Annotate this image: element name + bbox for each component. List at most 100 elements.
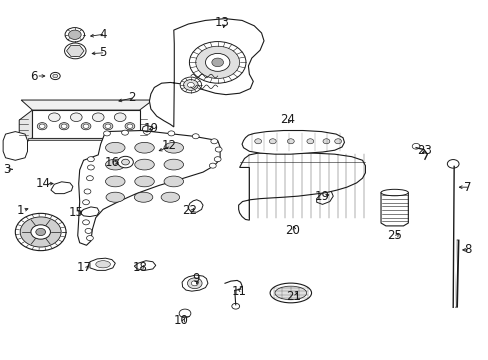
Text: 5: 5 (99, 46, 106, 59)
Polygon shape (90, 258, 115, 270)
Circle shape (85, 228, 92, 233)
Circle shape (105, 124, 111, 129)
Text: 18: 18 (132, 261, 147, 274)
Circle shape (86, 176, 93, 181)
Circle shape (70, 113, 82, 122)
Circle shape (83, 124, 89, 129)
Circle shape (68, 30, 81, 40)
Polygon shape (27, 138, 142, 140)
Circle shape (36, 228, 45, 235)
Circle shape (15, 213, 66, 251)
Text: 16: 16 (104, 156, 119, 169)
Text: 17: 17 (77, 261, 92, 274)
Circle shape (122, 130, 128, 135)
Circle shape (205, 53, 229, 71)
Ellipse shape (380, 189, 407, 196)
Circle shape (53, 74, 58, 78)
Circle shape (92, 113, 104, 122)
Text: 22: 22 (182, 204, 197, 217)
Ellipse shape (135, 142, 154, 153)
Circle shape (59, 123, 69, 130)
Ellipse shape (163, 176, 183, 187)
Ellipse shape (163, 159, 183, 170)
Text: 21: 21 (285, 290, 300, 303)
Ellipse shape (105, 176, 125, 187)
Polygon shape (380, 193, 407, 226)
Circle shape (103, 123, 113, 130)
Circle shape (191, 281, 198, 286)
Circle shape (187, 82, 194, 87)
Text: 25: 25 (386, 229, 401, 242)
Circle shape (37, 123, 47, 130)
Polygon shape (78, 131, 220, 245)
Circle shape (179, 309, 190, 318)
Ellipse shape (135, 176, 154, 187)
Circle shape (254, 139, 261, 144)
Circle shape (68, 45, 82, 56)
Circle shape (20, 217, 61, 247)
Text: 24: 24 (279, 113, 294, 126)
Text: 2: 2 (128, 91, 136, 104)
Circle shape (209, 163, 216, 168)
Polygon shape (32, 110, 140, 138)
Circle shape (65, 28, 84, 42)
Circle shape (39, 124, 45, 129)
Circle shape (103, 131, 110, 136)
Ellipse shape (105, 159, 125, 170)
Circle shape (189, 41, 245, 83)
Text: 8: 8 (463, 243, 470, 256)
Polygon shape (182, 275, 207, 291)
Polygon shape (238, 153, 365, 220)
Circle shape (323, 139, 329, 144)
Circle shape (306, 139, 313, 144)
Text: 10: 10 (173, 314, 188, 327)
Ellipse shape (135, 159, 154, 170)
Text: 20: 20 (285, 224, 299, 237)
Polygon shape (51, 182, 73, 194)
Polygon shape (316, 191, 332, 204)
Circle shape (211, 58, 223, 67)
Circle shape (215, 147, 222, 152)
Circle shape (210, 139, 217, 144)
Ellipse shape (96, 261, 110, 268)
Ellipse shape (105, 142, 125, 153)
Circle shape (214, 157, 221, 162)
Circle shape (82, 200, 89, 205)
Polygon shape (134, 261, 156, 270)
Circle shape (122, 159, 129, 165)
Ellipse shape (106, 192, 124, 202)
Text: 13: 13 (215, 16, 229, 29)
Circle shape (114, 113, 126, 122)
Text: 1: 1 (17, 204, 24, 217)
Circle shape (192, 134, 199, 139)
Text: 19: 19 (314, 190, 329, 203)
Circle shape (411, 143, 419, 149)
Circle shape (50, 72, 60, 80)
Text: 3: 3 (3, 163, 11, 176)
Circle shape (118, 156, 133, 168)
Circle shape (86, 235, 93, 240)
Polygon shape (66, 45, 84, 57)
Circle shape (269, 139, 276, 144)
Circle shape (195, 46, 239, 78)
Text: 23: 23 (417, 144, 431, 157)
Text: 6: 6 (30, 69, 38, 82)
Circle shape (231, 303, 239, 309)
Circle shape (31, 225, 50, 239)
Polygon shape (149, 19, 264, 127)
Text: 12: 12 (161, 139, 176, 152)
Text: 9: 9 (192, 272, 199, 285)
Circle shape (127, 124, 133, 129)
Polygon shape (3, 132, 27, 160)
Circle shape (180, 77, 201, 93)
Circle shape (87, 165, 94, 170)
Polygon shape (80, 207, 99, 217)
Circle shape (64, 43, 86, 59)
Circle shape (447, 159, 458, 168)
Ellipse shape (274, 286, 306, 300)
Ellipse shape (161, 192, 179, 202)
Circle shape (81, 123, 91, 130)
Polygon shape (21, 100, 153, 110)
Polygon shape (242, 131, 344, 154)
Text: 19: 19 (143, 122, 158, 135)
